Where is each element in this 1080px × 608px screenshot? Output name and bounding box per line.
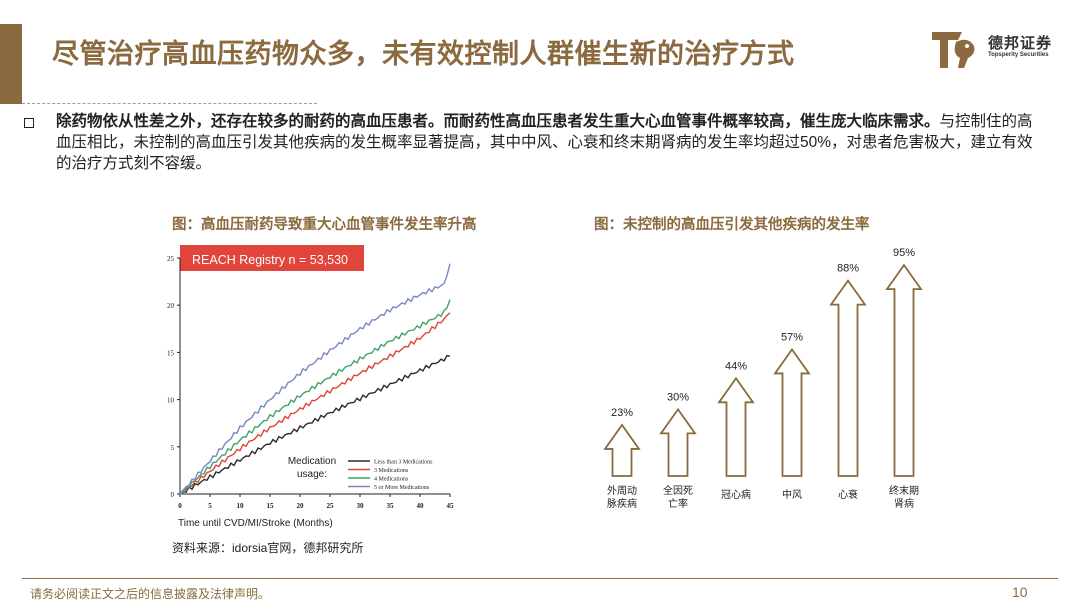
registry-banner [180, 245, 364, 271]
y-tick-label: 5 [171, 444, 175, 452]
title-accent-bar [0, 24, 22, 104]
legend-label: 3 Medications [374, 468, 409, 474]
legend-label: 5 or More Medications [374, 485, 430, 491]
x-tick-label: 15 [267, 502, 275, 510]
x-tick-label: 30 [357, 502, 365, 510]
x-tick-label: 45 [447, 502, 455, 510]
data-label: 95% [893, 247, 915, 259]
data-label: 30% [667, 391, 689, 403]
legend-title-line2: usage: [297, 469, 327, 480]
logo-text-cn: 德邦证券 [988, 35, 1053, 52]
logo-text-en: Topsperity Securities [988, 52, 1049, 58]
x-tick-label: 5 [208, 502, 212, 510]
data-label: 57% [781, 331, 803, 343]
registry-banner-text: REACH Registry n = 53,530 [192, 253, 348, 267]
data-label: 44% [725, 360, 747, 372]
category-label: 冠心病 [721, 488, 751, 501]
category-label: 全因死 [663, 484, 693, 497]
y-tick-label: 20 [167, 302, 175, 310]
category-label: 终末期 [889, 484, 919, 497]
category-label: 外周动 [607, 485, 637, 497]
x-axis-label: Time until CVD/MI/Stroke (Months) [178, 518, 333, 529]
arrow-bar-1 [603, 423, 641, 477]
data-label: 23% [611, 407, 633, 419]
arrow-bar-4 [773, 347, 811, 477]
bullet-normal-text: 与控制住的高血压相比，未控制的高血压引发其他疾病的发生概率显著提高，其中中风、心… [56, 113, 1033, 172]
brand-logo-icon [932, 32, 975, 68]
title-divider [22, 103, 317, 104]
brand-logo: 德邦证券 Topsperity Securities [928, 28, 1068, 72]
category-label: 亡率 [668, 497, 688, 510]
legend-label: 4 Medications [374, 477, 409, 483]
legend-label: Less than 3 Medications [374, 460, 433, 466]
y-tick-label: 15 [167, 349, 175, 357]
x-tick-label: 40 [417, 502, 425, 510]
line-chart: REACH Registry n = 53,530 0 5 10 15 20 25 0 5 10… [167, 245, 455, 529]
right-chart-title: 图：未控制的高血压引发其他疾病的发生率 [594, 217, 870, 233]
source-note: 资料来源：idorsia官网，德邦研究所 [172, 541, 364, 555]
x-tick-label: 20 [297, 502, 305, 510]
series-line-3 [179, 299, 451, 495]
footer-divider [22, 578, 1058, 579]
y-tick-label: 25 [167, 255, 175, 263]
bullet-paragraph: 除药物依从性差之外，还存在较多的耐药的高血压患者。而耐药性高血压患者发生重大心血… [56, 111, 1046, 174]
x-tick-label: 25 [327, 502, 335, 510]
bullet-square-icon [24, 118, 34, 128]
arrow-bar-3 [717, 376, 755, 477]
series-line-4 [179, 263, 451, 495]
legend-title-line1: Medication [288, 456, 336, 467]
x-tick-label: 0 [178, 502, 182, 510]
x-tick-label: 10 [237, 502, 245, 510]
y-tick-label: 10 [167, 397, 175, 405]
page-number: 10 [1012, 584, 1028, 600]
category-label: 中风 [782, 488, 802, 501]
bullet-bold-text: 除药物依从性差之外，还存在较多的耐药的高血压患者。而耐药性高血压患者发生重大心血… [56, 113, 940, 130]
arrow-bar-6 [885, 263, 923, 477]
data-label: 88% [837, 263, 859, 275]
y-tick-label: 0 [171, 491, 175, 499]
footer-disclaimer: 请务必阅读正文之后的信息披露及法律声明。 [30, 587, 271, 601]
x-tick-label: 35 [387, 502, 395, 510]
page-title: 尽管治疗高血压药物众多，未有效控制人群催生新的治疗方式 [52, 39, 795, 69]
series-line-1 [179, 354, 451, 495]
category-label: 脉疾病 [607, 497, 637, 510]
left-chart-title: 图：高血压耐药导致重大心血管事件发生率升高 [172, 217, 477, 233]
category-label: 肾病 [894, 497, 914, 510]
category-label: 心衰 [838, 488, 858, 501]
series-line-2 [179, 312, 451, 495]
arrow-bar-5 [829, 279, 867, 477]
arrow-bar-2 [659, 407, 697, 477]
